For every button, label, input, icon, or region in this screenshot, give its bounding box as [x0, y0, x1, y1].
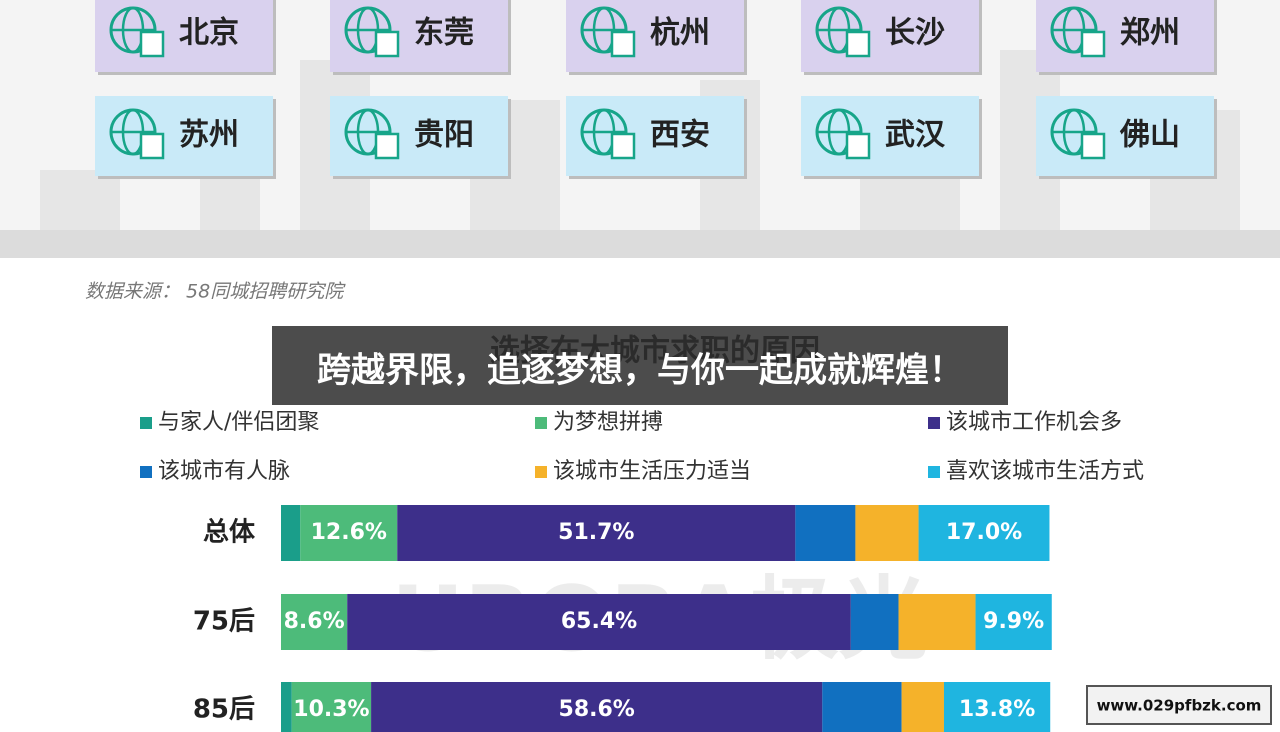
legend-label: 该城市有人脉 — [158, 459, 290, 484]
bar-segment — [347, 594, 851, 650]
bar-segment — [898, 594, 976, 650]
data-label: 9.9% — [983, 609, 1044, 634]
data-label: 51.7% — [558, 520, 634, 545]
category-label: 总体 — [203, 518, 256, 548]
legend-label: 该城市生活压力适当 — [553, 459, 751, 484]
city-tile — [1036, 0, 1214, 72]
bar-segment — [918, 505, 1050, 561]
city-tile — [330, 0, 508, 72]
city-tile — [566, 96, 744, 176]
city-name: 苏州 — [179, 118, 239, 153]
doc-icon — [845, 132, 871, 160]
bar-segment — [371, 682, 823, 732]
bar-segment — [281, 505, 301, 561]
doc-icon — [610, 132, 636, 160]
legend-label: 为梦想拼搏 — [553, 410, 663, 435]
city-name: 武汉 — [885, 118, 946, 153]
bar-segment — [281, 594, 348, 650]
source-note: 数据来源： 58同城招聘研究院 — [85, 281, 346, 303]
city-tile — [1036, 96, 1214, 176]
city-tile — [801, 0, 979, 72]
bar-segment — [300, 505, 398, 561]
city-name: 长沙 — [885, 16, 945, 51]
bar-segment — [855, 505, 919, 561]
legend-swatch — [140, 466, 152, 478]
legend-label: 喜欢该城市生活方式 — [946, 459, 1144, 484]
bar-segment — [943, 682, 1051, 732]
banner-background — [272, 326, 1008, 405]
legend-label: 与家人/伴侣团聚 — [158, 410, 319, 435]
doc-icon — [845, 30, 871, 58]
banner-text: 跨越界限，追逐梦想，与你一起成就辉煌！ — [317, 351, 963, 391]
city-name: 贵阳 — [414, 118, 474, 153]
bar-segment — [291, 682, 372, 732]
city-name: 东莞 — [414, 16, 474, 51]
doc-icon — [1080, 132, 1106, 160]
city-name: 佛山 — [1119, 118, 1180, 153]
doc-icon — [374, 30, 400, 58]
category-label: 75后 — [193, 607, 255, 637]
legend-label: 该城市工作机会多 — [946, 410, 1122, 435]
doc-icon — [139, 132, 165, 160]
doc-icon — [1080, 30, 1106, 58]
data-label: 65.4% — [561, 609, 637, 634]
city-tile — [95, 0, 273, 72]
badge-background — [1086, 685, 1272, 725]
bar-segment — [397, 505, 796, 561]
legend-swatch — [535, 466, 547, 478]
city-name: 西安 — [650, 118, 710, 153]
city-tile — [801, 96, 979, 176]
data-label: 58.6% — [559, 697, 635, 722]
bar-segment — [975, 594, 1052, 650]
data-label: 13.8% — [959, 697, 1035, 722]
city-name: 北京 — [179, 16, 239, 51]
data-label: 12.6% — [311, 520, 387, 545]
legend-swatch — [928, 417, 940, 429]
ground-strip — [0, 230, 1280, 258]
bar-segment — [901, 682, 944, 732]
badge-text: www.029pfbzk.com — [1097, 697, 1262, 715]
doc-icon — [374, 132, 400, 160]
data-label: 17.0% — [946, 520, 1022, 545]
bar-segment — [850, 594, 899, 650]
legend-swatch — [535, 417, 547, 429]
legend-swatch — [928, 466, 940, 478]
bar-segment — [281, 682, 292, 732]
city-tile — [566, 0, 744, 72]
data-label: 10.3% — [293, 697, 369, 722]
city-tile — [330, 96, 508, 176]
data-label: 8.6% — [284, 609, 345, 634]
doc-icon — [610, 30, 636, 58]
bar-segment — [795, 505, 856, 561]
doc-icon — [139, 30, 165, 58]
bar-segment — [822, 682, 902, 732]
city-tile — [95, 96, 273, 176]
category-label: 85后 — [193, 695, 255, 725]
legend-swatch — [140, 417, 152, 429]
city-name: 杭州 — [650, 16, 710, 51]
city-name: 郑州 — [1120, 16, 1180, 51]
